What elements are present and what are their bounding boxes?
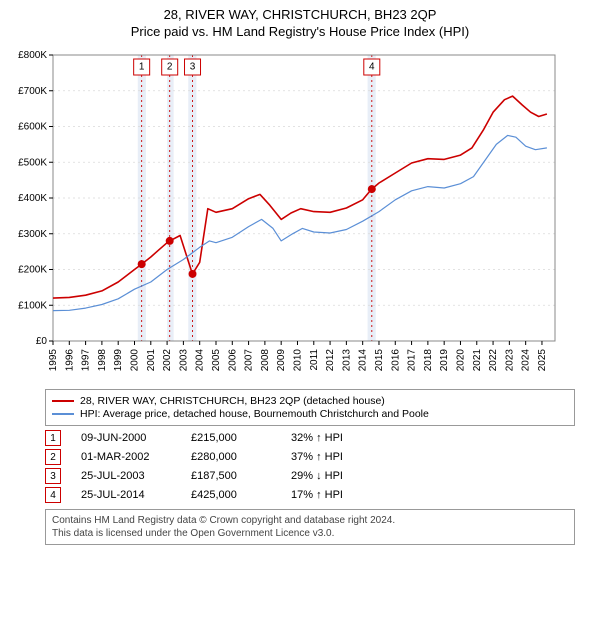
svg-text:£400K: £400K (18, 193, 47, 204)
transactions-table: 1 09-JUN-2000 £215,000 32% ↑ HPI 2 01-MAR-200… (45, 430, 575, 503)
transaction-marker: 2 (45, 449, 61, 465)
transaction-date: 01-MAR-2002 (81, 451, 171, 463)
legend-swatch (52, 413, 74, 415)
svg-text:2013: 2013 (341, 349, 352, 372)
svg-text:£500K: £500K (18, 157, 47, 168)
svg-text:2006: 2006 (227, 349, 238, 372)
transaction-price: £280,000 (191, 451, 271, 463)
transaction-price: £425,000 (191, 489, 271, 501)
svg-text:2000: 2000 (129, 349, 140, 372)
svg-text:2003: 2003 (178, 349, 189, 372)
transaction-row: 2 01-MAR-2002 £280,000 37% ↑ HPI (45, 449, 575, 465)
legend: 28, RIVER WAY, CHRISTCHURCH, BH23 2QP (d… (45, 389, 575, 426)
transaction-pct: 32% ↑ HPI (291, 432, 381, 444)
price-chart: £0 £100K £200K £300K £400K £500K £600K £700K £80… (5, 45, 595, 385)
svg-text:£300K: £300K (18, 229, 47, 240)
svg-text:£800K: £800K (18, 50, 47, 61)
svg-text:2024: 2024 (521, 349, 532, 372)
svg-text:1998: 1998 (97, 349, 108, 372)
svg-text:2022: 2022 (488, 349, 499, 372)
chart-subtitle: Price paid vs. HM Land Registry's House … (5, 24, 595, 39)
svg-text:2020: 2020 (455, 349, 466, 372)
transaction-row: 3 25-JUL-2003 £187,500 29% ↓ HPI (45, 468, 575, 484)
transaction-price: £187,500 (191, 470, 271, 482)
svg-text:2008: 2008 (260, 349, 271, 372)
legend-swatch (52, 400, 74, 402)
transaction-pct: 29% ↓ HPI (291, 470, 381, 482)
svg-text:£200K: £200K (18, 265, 47, 276)
svg-text:2025: 2025 (537, 349, 548, 372)
transaction-marker: 4 (45, 487, 61, 503)
address-title: 28, RIVER WAY, CHRISTCHURCH, BH23 2QP (5, 7, 595, 22)
svg-text:2004: 2004 (195, 349, 206, 372)
legend-item: HPI: Average price, detached house, Bour… (52, 408, 568, 420)
footer-line1: Contains HM Land Registry data © Crown c… (52, 514, 568, 527)
svg-text:2012: 2012 (325, 349, 336, 372)
transaction-price: £215,000 (191, 432, 271, 444)
svg-text:£0: £0 (36, 336, 48, 347)
legend-item: 28, RIVER WAY, CHRISTCHURCH, BH23 2QP (d… (52, 395, 568, 407)
svg-text:£700K: £700K (18, 86, 47, 97)
svg-text:2023: 2023 (504, 349, 515, 372)
transaction-date: 25-JUL-2003 (81, 470, 171, 482)
svg-text:2021: 2021 (472, 349, 483, 372)
legend-label: 28, RIVER WAY, CHRISTCHURCH, BH23 2QP (d… (80, 395, 385, 407)
svg-text:2007: 2007 (244, 349, 255, 372)
svg-text:£100K: £100K (18, 300, 47, 311)
transaction-marker: 3 (45, 468, 61, 484)
svg-text:2014: 2014 (358, 349, 369, 372)
transaction-pct: 37% ↑ HPI (291, 451, 381, 463)
svg-text:2005: 2005 (211, 349, 222, 372)
svg-text:2018: 2018 (423, 349, 434, 372)
svg-text:2009: 2009 (276, 349, 287, 372)
attribution-footer: Contains HM Land Registry data © Crown c… (45, 509, 575, 545)
svg-text:1999: 1999 (113, 349, 124, 372)
svg-text:1995: 1995 (48, 349, 59, 372)
footer-line2: This data is licensed under the Open Gov… (52, 527, 568, 540)
svg-text:2010: 2010 (292, 349, 303, 372)
svg-text:1996: 1996 (64, 349, 75, 372)
svg-text:2011: 2011 (309, 349, 320, 371)
svg-text:2002: 2002 (162, 349, 173, 372)
svg-text:2017: 2017 (407, 349, 418, 372)
transaction-row: 1 09-JUN-2000 £215,000 32% ↑ HPI (45, 430, 575, 446)
legend-label: HPI: Average price, detached house, Bour… (80, 408, 429, 420)
transaction-date: 09-JUN-2000 (81, 432, 171, 444)
transaction-marker: 1 (45, 430, 61, 446)
svg-text:£600K: £600K (18, 122, 47, 133)
svg-text:2016: 2016 (390, 349, 401, 372)
svg-text:2001: 2001 (146, 349, 157, 372)
svg-text:4: 4 (369, 62, 375, 73)
transaction-date: 25-JUL-2014 (81, 489, 171, 501)
svg-text:2: 2 (167, 62, 173, 73)
transaction-pct: 17% ↑ HPI (291, 489, 381, 501)
svg-text:3: 3 (190, 62, 196, 73)
transaction-row: 4 25-JUL-2014 £425,000 17% ↑ HPI (45, 487, 575, 503)
svg-text:1: 1 (139, 62, 145, 73)
svg-text:1997: 1997 (81, 349, 92, 372)
svg-text:2019: 2019 (439, 349, 450, 372)
svg-text:2015: 2015 (374, 349, 385, 372)
